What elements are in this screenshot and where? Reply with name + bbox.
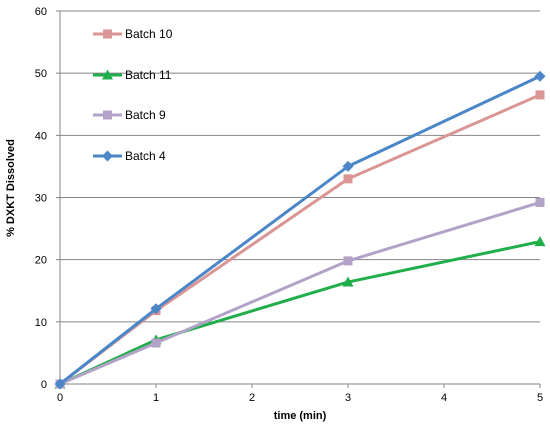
legend-item-batch-4: Batch 4	[93, 149, 166, 163]
series-batch-4	[54, 70, 546, 390]
y-tick-label-40: 40	[35, 130, 47, 142]
grid	[60, 10, 540, 323]
x-tick-label-0: 0	[57, 392, 63, 404]
legend-marker-batch-4	[102, 150, 113, 162]
data-point-batch-10-3	[535, 90, 545, 100]
data-point-batch-4-0	[54, 378, 66, 390]
legend: Batch 10 Batch 11 Batch 9 Batch 4	[93, 27, 173, 163]
data-point-batch-9-2	[343, 256, 353, 266]
data-point-batch-9-1	[151, 338, 161, 348]
data-point-batch-11-3	[534, 236, 546, 247]
legend-label-batch-9: Batch 9	[125, 108, 166, 122]
data-point-batch-4-2	[342, 160, 354, 172]
series	[54, 70, 546, 390]
legend-label-batch-10: Batch 10	[125, 27, 173, 41]
legend-item-batch-10: Batch 10	[93, 27, 173, 41]
legend-item-batch-11: Batch 11	[93, 68, 172, 82]
series-batch-11	[54, 236, 546, 389]
x-tick-label-1: 1	[153, 392, 159, 404]
y-tick-label-50: 50	[35, 68, 47, 80]
legend-marker-batch-9	[103, 110, 112, 120]
series-line-batch-11	[58, 240, 542, 386]
y-tick-label-0: 0	[41, 379, 47, 391]
series-line-batch-9	[58, 200, 542, 386]
data-point-batch-9-3	[535, 197, 545, 207]
data-point-batch-4-3	[534, 70, 546, 82]
x-axis-title: time (min)	[274, 410, 327, 422]
data-point-batch-11-2	[342, 276, 354, 287]
data-point-batch-10-2	[343, 174, 353, 184]
y-tick-label-60: 60	[35, 6, 47, 18]
series-batch-9	[55, 197, 545, 389]
legend-label-batch-4: Batch 4	[125, 149, 166, 163]
legend-label-batch-11: Batch 11	[125, 68, 172, 82]
series-line-batch-10	[58, 93, 542, 386]
legend-marker-batch-10	[103, 29, 112, 39]
y-tick-label-20: 20	[35, 255, 47, 267]
y-tick-label-30: 30	[35, 193, 47, 205]
x-tick-label-3: 3	[345, 392, 351, 404]
y-axis-title: % DXKT Dissolved	[5, 139, 17, 237]
series-line-batch-4	[58, 74, 542, 386]
tick-labels: 0 10 20 30 40 50 60 0 1 2 3 4 5	[35, 6, 543, 404]
x-tick-label-4: 4	[441, 392, 447, 404]
x-tick-label-5: 5	[537, 392, 543, 404]
y-tick-label-10: 10	[35, 317, 47, 329]
x-tick-label-2: 2	[249, 392, 255, 404]
data-point-batch-4-1	[150, 303, 162, 315]
legend-item-batch-9: Batch 9	[93, 108, 166, 122]
legend-marker-batch-11	[102, 69, 113, 80]
axes	[56, 10, 541, 388]
